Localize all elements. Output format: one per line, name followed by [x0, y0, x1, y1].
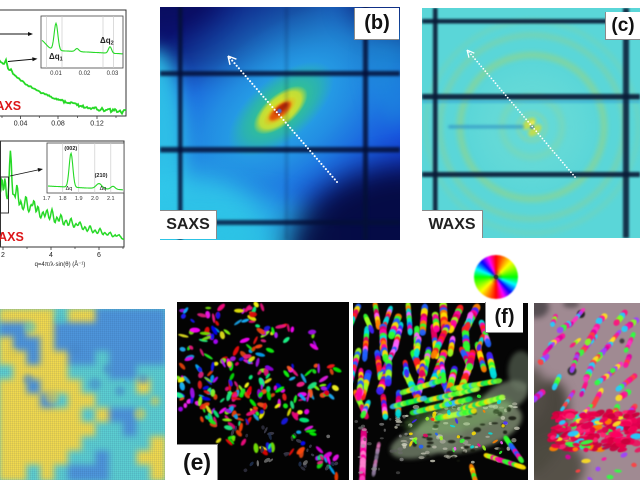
svg-text:0.02: 0.02 [79, 71, 91, 77]
svg-text:2.1: 2.1 [107, 196, 115, 202]
svg-text:Δq1: Δq1 [49, 52, 63, 63]
svg-text:q=4π/λ·sin(θ) (Å⁻¹): q=4π/λ·sin(θ) (Å⁻¹) [35, 261, 86, 268]
svg-text:6: 6 [97, 252, 101, 259]
svg-text:SAXS: SAXS [0, 99, 21, 113]
svg-text:0.08: 0.08 [51, 121, 65, 128]
svg-text:WAXS: WAXS [0, 230, 24, 244]
svg-text:(210): (210) [95, 173, 108, 179]
svg-text:4: 4 [49, 252, 53, 259]
svg-text:Δq: Δq [100, 186, 107, 192]
svg-text:Δq2: Δq2 [100, 36, 114, 47]
svg-text:1.7: 1.7 [43, 196, 51, 202]
svg-text:1.8: 1.8 [59, 196, 67, 202]
svg-text:2: 2 [1, 252, 5, 259]
svg-text:0.03: 0.03 [107, 71, 119, 77]
svg-text:2.0: 2.0 [91, 196, 99, 202]
svg-text:0.12: 0.12 [90, 121, 104, 128]
svg-text:(002): (002) [64, 146, 77, 152]
svg-text:1.9: 1.9 [75, 196, 83, 202]
svg-text:Δq: Δq [66, 186, 73, 192]
svg-text:0.04: 0.04 [14, 121, 28, 128]
svg-text:0.01: 0.01 [50, 71, 62, 77]
